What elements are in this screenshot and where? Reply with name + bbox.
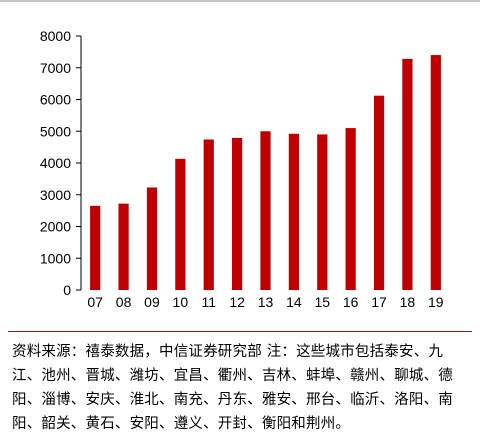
x-tick-label: 09: [144, 294, 160, 310]
y-tick-label: 3000: [40, 187, 71, 203]
x-tick-label: 14: [286, 294, 302, 310]
y-tick-label: 2000: [40, 219, 71, 235]
bar: [402, 58, 413, 290]
top-rule: [0, 0, 480, 2]
bar: [317, 134, 328, 290]
bar: [345, 128, 356, 290]
bar: [146, 187, 158, 290]
y-tick-label: 1000: [40, 250, 71, 266]
bar: [175, 158, 186, 290]
x-tick-label: 15: [314, 294, 330, 310]
bar: [260, 131, 271, 290]
x-tick-label: 10: [173, 294, 189, 310]
bar: [203, 139, 214, 290]
bar: [232, 137, 243, 290]
x-tick-label: 17: [371, 294, 387, 310]
y-tick-label: 0: [63, 282, 71, 298]
y-tick-label: 6000: [40, 92, 71, 108]
x-axis: 07 08 09 10 11 12 13 14 15 16 17 18 19: [87, 294, 443, 310]
bar: [90, 205, 101, 290]
source-note: 资料来源：禧泰数据，中信证券研究部 注：这些城市包括泰安、九江、池州、晋城、潍坊…: [12, 344, 453, 432]
y-tick-label: 8000: [40, 28, 71, 44]
bar: [373, 95, 385, 290]
x-tick-label: 12: [229, 294, 245, 310]
y-tick-label: 4000: [40, 155, 71, 171]
y-tick-label: 7000: [40, 60, 71, 76]
x-tick-label: 19: [428, 294, 444, 310]
x-tick-label: 07: [87, 294, 103, 310]
divider-line: [8, 331, 472, 332]
x-tick-label: 18: [400, 294, 416, 310]
bar: [118, 203, 129, 290]
bar-chart: 0 1000 2000 3000 4000 5000 6000 7000 8000 07 08 09…: [40, 28, 444, 310]
bars: [90, 55, 441, 290]
y-tick-label: 5000: [40, 123, 71, 139]
bar: [430, 55, 441, 290]
y-axis: 0 1000 2000 3000 4000 5000 6000 7000 8000: [40, 28, 82, 298]
x-tick-label: 16: [343, 294, 359, 310]
x-tick-label: 11: [201, 294, 216, 310]
x-tick-label: 08: [116, 294, 132, 310]
x-tick-label: 13: [258, 294, 274, 310]
bar: [288, 133, 299, 290]
